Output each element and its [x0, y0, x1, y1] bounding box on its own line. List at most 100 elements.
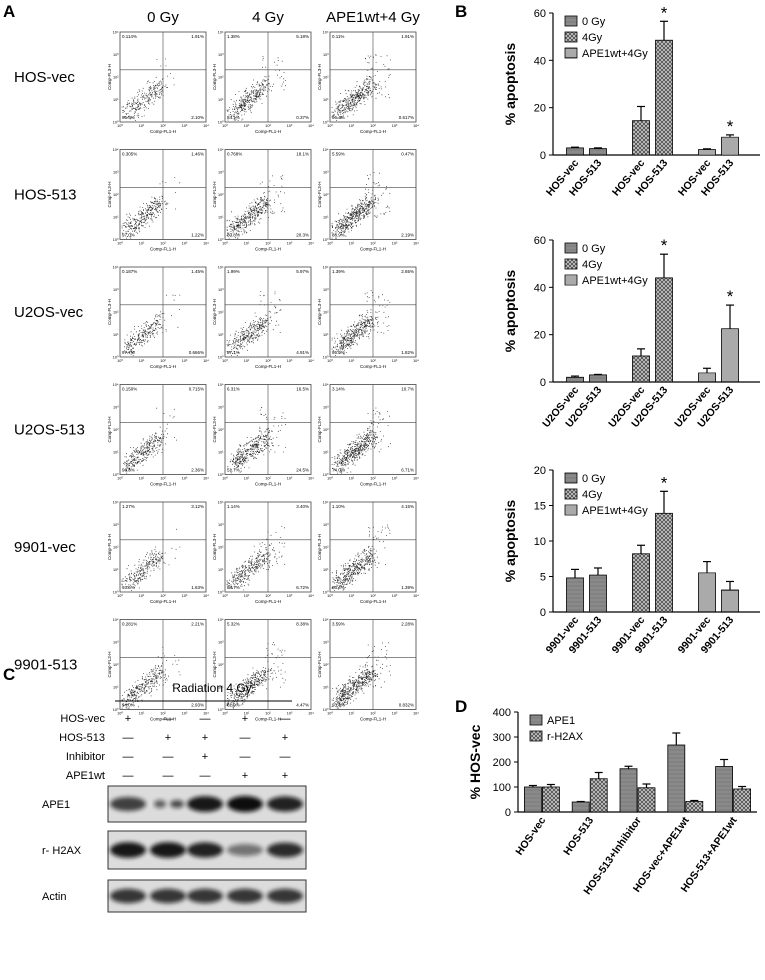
y-decade-label: 10³: [323, 53, 329, 57]
quadrant-percent: 86.9%: [332, 233, 345, 238]
x-decade-label: 10²: [265, 477, 271, 481]
quadrant-percent: 84.1%: [227, 115, 240, 120]
x-decade-label: 10³: [287, 477, 293, 481]
y-decade-label: 10¹: [323, 568, 329, 572]
legend-swatch: [565, 16, 577, 26]
x-decade-label: 10⁰: [222, 124, 228, 128]
legend-label: APE1wt+4Gy: [582, 275, 648, 287]
y-decade-label: 10⁰: [323, 356, 329, 360]
y-decade-label: 10⁰: [218, 473, 224, 477]
error-bar: [571, 569, 579, 578]
y-tick-label: 0: [540, 377, 546, 389]
x-decade-label: 10⁰: [117, 242, 123, 246]
y-axis-label: Comp-FL3-H: [212, 416, 217, 442]
y-decade-label: 10²: [218, 428, 224, 432]
y-tick-label: 15: [534, 501, 546, 513]
quadrant-percent: 80.8%: [227, 233, 240, 238]
x-decade-label: 10⁰: [327, 477, 333, 481]
x-axis-label: Comp-FL1-H: [150, 364, 176, 369]
x-decade-label: 10¹: [349, 359, 355, 363]
quadrant-percent: 88.7%: [227, 585, 240, 590]
bar: [567, 578, 584, 612]
x-decade-label: 10⁰: [222, 359, 228, 363]
bar: [686, 802, 703, 813]
y-axis-label: Comp-FL3-H: [317, 416, 322, 442]
x-decade-label: 10¹: [139, 477, 145, 481]
y-tick-label: 300: [493, 732, 511, 744]
x-axis-label: Comp-FL1-H: [150, 247, 176, 252]
x-decade-label: 10²: [370, 124, 376, 128]
bar: [722, 590, 739, 612]
legend-swatch: [530, 715, 542, 725]
error-bar: [637, 349, 645, 356]
quadrant-percent: 0.37%: [296, 115, 309, 120]
bar: [722, 329, 739, 382]
x-axis-label: Comp-FL1-H: [150, 599, 176, 604]
band: [187, 842, 223, 857]
band: [154, 800, 166, 808]
x-decade-label: 10⁴: [413, 712, 419, 716]
column-header: 4 Gy: [252, 9, 284, 26]
y-decade-label: 10⁰: [323, 238, 329, 242]
x-decade-label: 10³: [182, 359, 188, 363]
x-decade-label: 10²: [160, 594, 166, 598]
y-axis-label: Comp-FL3-H: [107, 651, 112, 677]
y-decade-label: 10²: [218, 546, 224, 550]
legend-swatch: [565, 489, 577, 499]
error-bar: [637, 106, 645, 120]
y-decade-label: 10³: [218, 53, 224, 57]
x-decade-label: 10¹: [244, 477, 250, 481]
condition-label: HOS-vec: [60, 713, 105, 725]
event-dots: [227, 407, 286, 473]
quadrant-percent: 20.3%: [296, 233, 309, 238]
legend-label: APE1: [547, 715, 575, 727]
x-decade-label: 10⁴: [203, 242, 209, 246]
error-bar: [726, 305, 734, 329]
row-label: U2OS-513: [14, 422, 85, 439]
x-decade-label: 10²: [370, 594, 376, 598]
row-label: HOS-513: [14, 187, 77, 204]
x-decade-label: 10³: [182, 712, 188, 716]
condition-mark: +: [242, 713, 248, 725]
column-header: APE1wt+4 Gy: [326, 9, 420, 26]
y-axis-label: Comp-FL3-H: [107, 181, 112, 207]
band: [187, 889, 223, 903]
bar: [590, 375, 607, 382]
bar: [567, 377, 584, 382]
legend-label: r-H2AX: [547, 731, 584, 743]
x-decade-label: 10⁴: [413, 477, 419, 481]
y-decade-label: 10¹: [218, 451, 224, 455]
y-decade-label: 10³: [113, 53, 119, 57]
y-decade-label: 10²: [113, 193, 119, 197]
quadrant-percent: 0.281%: [122, 622, 137, 627]
y-decade-label: 10¹: [323, 98, 329, 102]
x-decade-label: 10⁰: [117, 712, 123, 716]
bar: [590, 575, 607, 612]
y-decade-label: 10¹: [218, 216, 224, 220]
event-dots: [227, 526, 285, 590]
bar: [542, 787, 559, 812]
column-header: 0 Gy: [147, 9, 179, 26]
y-decade-label: 10³: [218, 641, 224, 645]
legend-label: 0 Gy: [582, 473, 606, 485]
y-decade-label: 10⁴: [113, 618, 119, 622]
quadrant-percent: 93.5%: [122, 585, 135, 590]
y-decade-label: 10⁰: [323, 591, 329, 595]
quadrant-percent: 87.1%: [227, 350, 240, 355]
x-decade-label: 10⁴: [308, 594, 314, 598]
blot-strip: [108, 831, 306, 869]
row-label: 9901-vec: [14, 539, 76, 556]
band: [267, 843, 303, 858]
blot-label: APE1: [42, 799, 70, 811]
band: [227, 844, 263, 856]
flow-plot: 1.27%3.12%93.5%1.63%10⁰10⁰10¹10¹10²10²10…: [107, 501, 209, 605]
y-axis-label: % HOS-vec: [467, 724, 483, 799]
y-axis-label: Comp-FL3-H: [212, 181, 217, 207]
flow-plot: 0.187%1.45%97.7%0.666%10⁰10⁰10¹10¹10²10²…: [107, 266, 209, 370]
y-tick-label: 0: [540, 150, 546, 162]
x-axis-label: Comp-FL1-H: [360, 364, 386, 369]
y-axis-label: Comp-FL3-H: [107, 299, 112, 325]
y-decade-label: 10²: [113, 311, 119, 315]
